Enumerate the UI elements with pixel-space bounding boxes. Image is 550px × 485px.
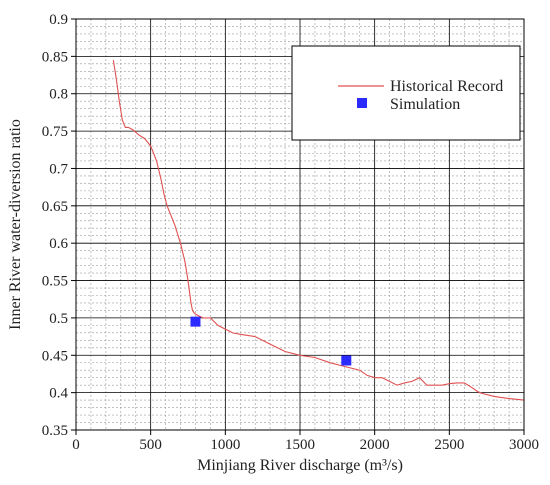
y-axis-label: Inner River water-diversion ratio [7,119,24,330]
simulation-point [341,355,352,366]
y-tick-label: 0.55 [42,274,68,290]
x-tick-label: 0 [72,437,80,453]
legend: Historical Record Simulation [291,45,521,141]
y-tick-label: 0.75 [42,124,68,140]
y-tick-label: 0.9 [49,12,68,28]
x-tick-label: 1500 [285,437,315,453]
x-tick-label: 2000 [360,437,390,453]
legend-label-simulation: Simulation [390,96,460,113]
y-tick-label: 0.5 [49,311,68,327]
y-tick-label: 0.7 [49,161,68,177]
y-tick-label: 0.35 [42,423,68,439]
ticks-layer [71,18,525,435]
legend-box [291,45,521,141]
x-tick-label: 1000 [210,437,240,453]
y-tick-label: 0.65 [42,199,68,215]
y-tick-label: 0.4 [49,386,68,402]
legend-label-historical: Historical Record [390,78,503,95]
tick-labels: 0 500 1000 1500 2000 2500 3000 0.35 0.4 0.45 0.5 0.… [42,12,539,453]
series-line-historical-record [112,60,525,401]
simulation-point [190,316,201,327]
y-tick-label: 0.6 [49,236,68,252]
y-tick-label: 0.45 [42,348,68,364]
x-tick-label: 2500 [434,437,464,453]
legend-marker-swatch [357,98,367,108]
x-axis-label: Minjiang River discharge (m³/s) [197,457,403,474]
y-tick-label: 0.85 [42,49,68,65]
x-tick-label: 3000 [509,437,539,453]
y-tick-label: 0.8 [49,87,68,103]
series-layer [112,60,525,401]
x-tick-label: 500 [139,437,162,453]
